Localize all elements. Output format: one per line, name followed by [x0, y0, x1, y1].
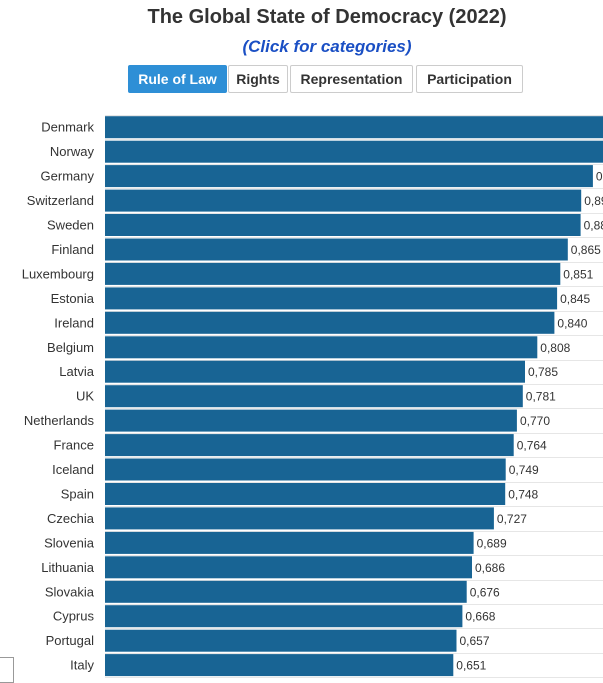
value-label: 0,781 — [526, 390, 556, 404]
chart-subtitle-link[interactable]: (Click for categories) — [242, 37, 412, 56]
rule-of-law-button[interactable]: Rule of Law — [128, 65, 227, 93]
value-label: 0,851 — [563, 267, 593, 281]
category-label: Spain — [61, 487, 94, 502]
bar[interactable] — [105, 165, 593, 188]
category-label: Netherlands — [24, 413, 95, 428]
value-label: 0,676 — [470, 585, 500, 599]
bar[interactable] — [105, 360, 525, 383]
category-label: Belgium — [47, 340, 94, 355]
bar[interactable] — [105, 654, 454, 677]
value-label: 0,748 — [508, 488, 538, 502]
bar[interactable] — [105, 629, 457, 652]
category-label: Lithuania — [41, 560, 95, 575]
value-label: 0,749 — [509, 463, 539, 477]
bar[interactable] — [105, 580, 467, 603]
value-label: 0,764 — [517, 439, 547, 453]
value-label: 0,727 — [497, 512, 527, 526]
category-label: France — [54, 438, 94, 453]
bar[interactable] — [105, 336, 538, 359]
value-label: 0,785 — [528, 365, 558, 379]
value-label: 0,912 — [596, 170, 603, 184]
value-label: 0,651 — [456, 659, 486, 673]
value-label: 0,657 — [460, 634, 490, 648]
bar[interactable] — [105, 531, 474, 554]
value-label: 0,840 — [557, 316, 587, 330]
value-label: 0,808 — [540, 341, 570, 355]
value-label: 0,865 — [571, 243, 601, 257]
bar[interactable] — [105, 483, 506, 505]
bar[interactable] — [105, 287, 558, 310]
value-label: 0,686 — [475, 561, 505, 575]
value-label: 0,889 — [584, 219, 603, 233]
bar[interactable] — [105, 409, 517, 432]
bar[interactable] — [105, 605, 463, 628]
chart-title: The Global State of Democracy (2022) — [147, 6, 507, 28]
category-label: Slovakia — [45, 584, 95, 599]
bar[interactable] — [105, 458, 506, 481]
category-label: Switzerland — [27, 193, 94, 208]
category-label: Norway — [50, 144, 95, 159]
value-label: 0,689 — [477, 536, 507, 550]
category-label: Latvia — [59, 364, 94, 379]
bar[interactable] — [105, 189, 582, 212]
category-label: Italy — [70, 658, 94, 673]
category-label: UK — [76, 389, 94, 404]
export-button-edge[interactable] — [0, 657, 14, 683]
bar[interactable] — [105, 556, 472, 579]
category-label: Finland — [51, 242, 94, 257]
bar[interactable] — [105, 311, 555, 334]
bar[interactable] — [105, 116, 603, 139]
category-label: Ireland — [54, 315, 94, 330]
category-label: Czechia — [47, 511, 95, 526]
bar[interactable] — [105, 238, 568, 261]
bar[interactable] — [105, 140, 603, 163]
value-label: 0,770 — [520, 414, 550, 428]
participation-button[interactable]: Participation — [416, 65, 523, 93]
value-label: 0,890 — [584, 194, 603, 208]
bar[interactable] — [105, 214, 581, 236]
category-label: Iceland — [52, 462, 94, 477]
value-label: 0,668 — [465, 610, 495, 624]
bar[interactable] — [105, 507, 494, 530]
bar[interactable] — [105, 385, 523, 408]
bar[interactable] — [105, 434, 514, 457]
category-label: Luxembourg — [22, 266, 94, 281]
category-label: Slovenia — [44, 535, 95, 550]
category-label: Estonia — [51, 291, 95, 306]
category-label: Portugal — [46, 633, 95, 648]
category-label: Cyprus — [53, 609, 95, 624]
category-label: Denmark — [41, 120, 94, 135]
bar[interactable] — [105, 262, 561, 285]
representation-button[interactable]: Representation — [290, 65, 413, 93]
value-label: 0,845 — [560, 292, 590, 306]
category-label: Sweden — [47, 218, 94, 233]
rights-button[interactable]: Rights — [228, 65, 288, 93]
category-label: Germany — [41, 169, 95, 184]
